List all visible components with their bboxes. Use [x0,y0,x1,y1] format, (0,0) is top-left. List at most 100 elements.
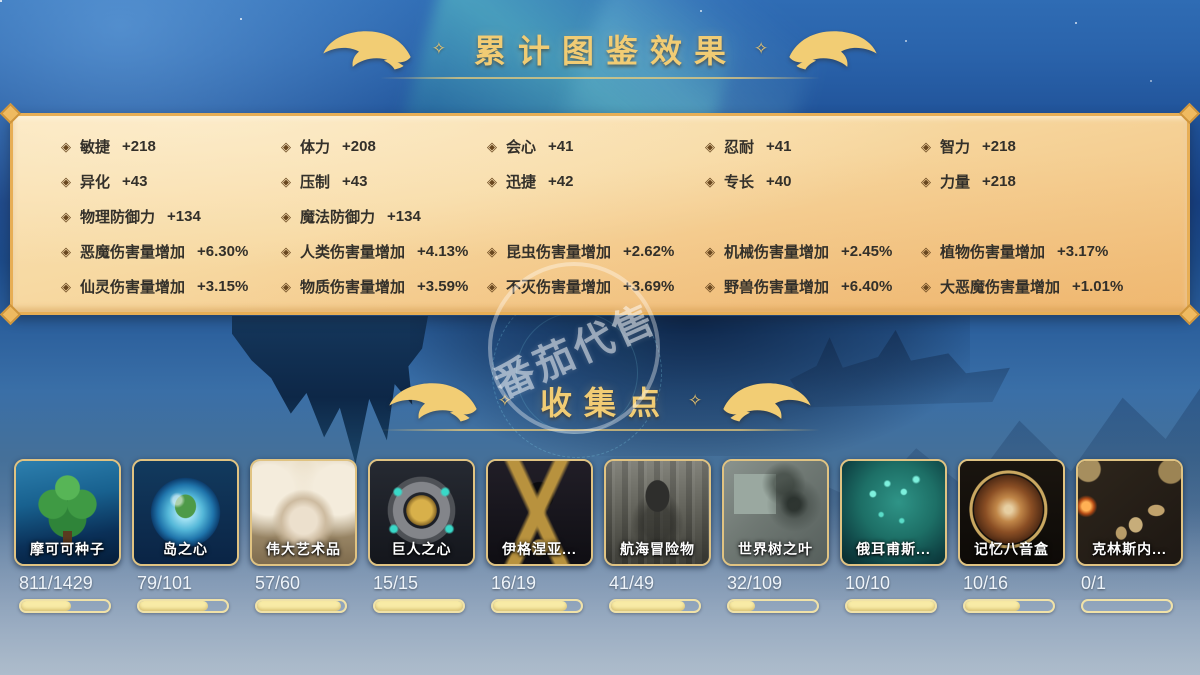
stat-label: 人类伤害量增加 [300,244,406,261]
card-name: 俄耳甫斯... [856,541,931,557]
stat-value: +43 [122,173,148,190]
card-progress-bar [963,599,1055,613]
card-progress-count: 0/1 [1081,573,1107,593]
stat-item: ◈ 异化 +43 [61,171,281,192]
card-progress-fill [257,601,341,611]
stat-value: +3.59% [417,278,469,295]
stat-value: +134 [387,208,421,225]
stat-label: 力量 [940,174,971,191]
stat-item: ◈ 敏捷 +218 [61,136,281,157]
collection-points-header: ✧ 收集点 ✧ [0,378,1200,431]
panel-corner-ornament [1178,102,1200,125]
collection-card-group: 伊格涅亚... 16/19 [486,459,593,613]
stat-item: ◈ 压制 +43 [281,171,487,192]
stat-value: +1.01% [1072,278,1124,295]
stat-item: ◈ 不灭伤害量增加 +3.69% [487,276,705,297]
card-progress-fill [375,601,463,611]
collection-card[interactable]: 岛之心 [132,459,239,566]
page-title: 累计图鉴效果 [473,33,738,69]
stat-label: 魔法防御力 [300,209,376,226]
card-name: 克林斯内... [1092,541,1167,557]
card-progress-fill [139,601,208,611]
collection-card[interactable]: 摩可可种子 [14,459,121,566]
card-progress-bar [727,599,819,613]
card-progress-bar [255,599,347,613]
collection-card-group: 世界树之叶 32/109 [722,459,829,613]
stat-diamond-icon: ◈ [61,139,71,154]
collection-card[interactable]: 克林斯内... [1076,459,1183,566]
card-progress-count: 41/49 [609,573,655,593]
card-progress-bar [845,599,937,613]
card-progress-fill [493,601,568,611]
stat-item: ◈ 力量 +218 [921,171,1171,192]
stat-diamond-icon: ◈ [281,279,291,294]
card-progress-count: 811/1429 [19,573,93,593]
card-progress-fill [729,601,755,611]
stat-item: ◈ 智力 +218 [921,136,1171,157]
stat-value: +3.69% [623,278,675,295]
stat-diamond-icon: ◈ [921,244,931,259]
collection-card[interactable]: 巨人之心 [368,459,475,566]
stat-label: 忍耐 [724,139,755,156]
stat-item: ◈ 物理防御力 +134 [61,206,281,227]
stat-diamond-icon: ◈ [61,209,71,224]
collection-card[interactable]: 伟大艺术品 [250,459,357,566]
title-underline [380,77,820,79]
collection-card-group: 记忆八音盒 10/16 [958,459,1065,613]
collection-card[interactable]: 俄耳甫斯... [840,459,947,566]
card-progress-count: 79/101 [137,573,193,593]
stat-label: 机械伤害量增加 [724,244,830,261]
stat-value: +2.62% [623,243,675,260]
stat-diamond-icon: ◈ [921,279,931,294]
collection-card[interactable]: 航海冒险物 [604,459,711,566]
stat-label: 不灭伤害量增加 [506,279,612,296]
stat-diamond-icon: ◈ [61,244,71,259]
stat-value: +42 [548,173,574,190]
collection-card-group: 摩可可种子 811/1429 [14,459,121,613]
stat-item: ◈ 体力 +208 [281,136,487,157]
stat-item: ◈ 机械伤害量增加 +2.45% [705,241,921,262]
stat-value: +2.45% [841,243,893,260]
stat-label: 物理防御力 [80,209,156,226]
stat-label: 物质伤害量增加 [300,279,406,296]
stat-value: +218 [982,173,1016,190]
stat-diamond-icon: ◈ [487,139,497,154]
collection-card[interactable]: 世界树之叶 [722,459,829,566]
stat-value: +134 [167,208,201,225]
collection-card[interactable]: 伊格涅亚... [486,459,593,566]
flourish-left-icon [323,31,411,70]
stat-item: ◈ 专长 +40 [705,171,921,192]
stat-diamond-icon: ◈ [281,244,291,259]
card-progress-bar [1081,599,1173,613]
stat-label: 仙灵伤害量增加 [80,279,186,296]
stat-value: +6.30% [197,243,249,260]
diamond-ornament-icon: ✧ [688,391,703,410]
card-progress-fill [21,601,71,611]
stat-value: +3.15% [197,278,249,295]
stats-grid: ◈ 敏捷 +218 ◈ 体力 +208 ◈ 会心 +41 ◈ 忍耐 +41 ◈ … [61,129,1171,304]
stat-diamond-icon: ◈ [921,174,931,189]
stat-item: ◈ 植物伤害量增加 +3.17% [921,241,1171,262]
card-progress-bar [609,599,701,613]
flourish-right-icon [723,383,811,422]
collection-card[interactable]: 记忆八音盒 [958,459,1065,566]
stat-diamond-icon: ◈ [487,244,497,259]
diamond-ornament-icon: ✧ [497,391,512,410]
card-name: 伊格涅亚... [502,541,577,557]
stat-diamond-icon: ◈ [281,139,291,154]
flourish-left-icon [389,383,477,422]
card-progress-bar [137,599,229,613]
stat-label: 异化 [80,174,111,191]
stat-item: ◈ 野兽伤害量增加 +6.40% [705,276,921,297]
stars [0,0,2,2]
card-name: 摩可可种子 [30,541,105,557]
collection-card-group: 岛之心 79/101 [132,459,239,613]
stat-diamond-icon: ◈ [921,139,931,154]
stat-value: +4.13% [417,243,469,260]
collection-cards-row: 摩可可种子 811/1429 岛之心 79/101 伟大艺术品 57/60 巨人… [14,459,1183,613]
flourish-right-icon [789,31,877,70]
card-progress-fill [847,601,935,611]
card-progress-bar [373,599,465,613]
stat-diamond-icon: ◈ [705,139,715,154]
